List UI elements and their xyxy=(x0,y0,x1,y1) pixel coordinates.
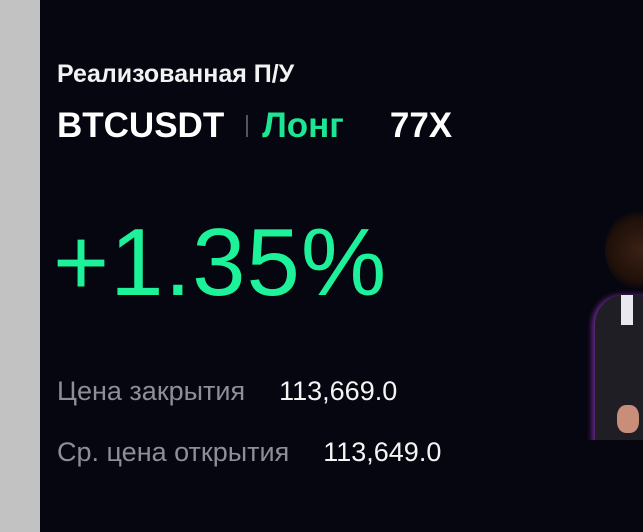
leverage: 77X xyxy=(389,106,453,145)
pnl-share-card xyxy=(40,0,643,532)
close-price-value: 113,669.0 xyxy=(279,376,398,406)
person-hair xyxy=(605,210,643,290)
divider xyxy=(246,115,249,137)
avg-open-price-row: Ср. цена открытия 113,649.0 xyxy=(57,437,441,468)
avg-open-price-label: Ср. цена открытия xyxy=(57,437,290,467)
avg-open-price-value: 113,649.0 xyxy=(323,437,442,467)
left-gray-margin xyxy=(0,0,40,532)
close-price-row: Цена закрытия 113,669.0 xyxy=(57,376,397,407)
position-info-row: BTCUSDT Лонг 77X xyxy=(57,106,452,146)
card-title: Реализованная П/У xyxy=(57,60,295,88)
person-hand xyxy=(617,405,639,433)
person-image xyxy=(555,200,643,440)
position-side: Лонг xyxy=(262,106,344,145)
symbol: BTCUSDT xyxy=(57,106,225,145)
person-collar xyxy=(621,295,633,325)
close-price-label: Цена закрытия xyxy=(57,376,246,406)
pnl-percent: +1.35% xyxy=(53,209,388,316)
